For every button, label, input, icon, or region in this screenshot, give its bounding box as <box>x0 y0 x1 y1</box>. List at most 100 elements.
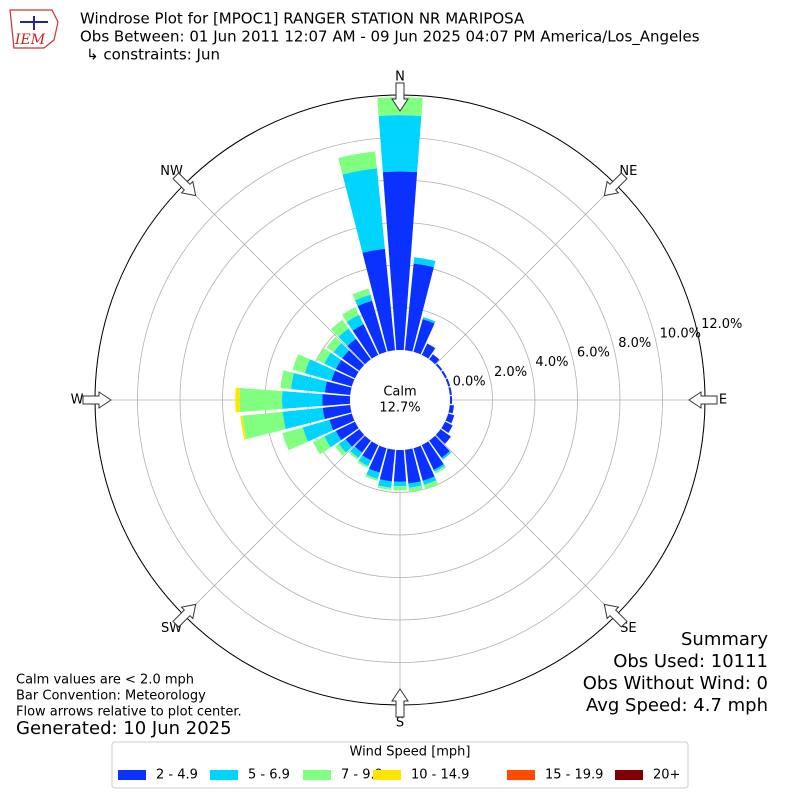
summary-line: Summary <box>681 629 768 650</box>
bar-segment <box>448 387 452 396</box>
bar-segment <box>324 352 342 370</box>
bar-segment <box>329 413 355 431</box>
bar-segment <box>282 407 325 430</box>
legend-label: 15 - 19.9 <box>545 768 603 783</box>
chart-title: Windrose Plot for [MPOC1] RANGER STATION… <box>80 10 525 28</box>
bar-segment <box>347 338 371 365</box>
r-tick-label: 8.0% <box>618 336 651 351</box>
bar-segment <box>429 435 450 458</box>
bar-segment <box>316 347 331 364</box>
bar-segment <box>365 474 378 481</box>
constraints: ↳ constraints: Jun <box>86 46 220 64</box>
bar-segment <box>354 435 371 453</box>
bar-segment <box>393 481 407 487</box>
logo: IEM <box>9 9 59 49</box>
bar-segment <box>240 415 247 440</box>
bar-segment <box>368 445 387 473</box>
bar-segment <box>393 449 407 482</box>
bar-segment <box>338 439 353 453</box>
bar-segment <box>429 354 440 365</box>
bar-segment <box>282 391 323 409</box>
bar-segment <box>335 444 346 456</box>
bar-segment <box>342 350 365 371</box>
bar-segment <box>393 485 407 491</box>
bar-segment <box>435 363 443 371</box>
legend-box <box>111 741 689 789</box>
bar-segment <box>341 307 359 322</box>
bar-segment <box>434 465 447 474</box>
bar-segment <box>304 359 336 381</box>
bar-segment <box>448 404 454 414</box>
bar-segment <box>422 317 436 324</box>
flow-arrow <box>172 603 197 628</box>
generated: Generated: 10 Jun 2025 <box>16 718 232 739</box>
bar-segment <box>338 151 377 175</box>
bar-segment <box>421 343 436 359</box>
legend-swatch <box>615 770 643 780</box>
bar-segment <box>352 324 379 359</box>
bar-segment <box>326 336 342 353</box>
bar-segment <box>413 257 436 268</box>
flow-arrow <box>172 172 197 197</box>
calm-value: 12.7% <box>379 401 420 416</box>
calm-circle <box>350 350 450 450</box>
calm-label: Calm <box>383 385 416 400</box>
bar-segment <box>362 248 396 352</box>
legend-swatch <box>303 770 331 780</box>
bar-segment <box>378 115 422 173</box>
compass-label: E <box>719 393 727 408</box>
bar-segment <box>378 479 392 488</box>
legend-swatch <box>373 770 401 780</box>
r-tick-label: 4.0% <box>535 355 568 370</box>
bar-segment <box>333 342 350 359</box>
bar-segment <box>235 387 240 413</box>
bar-segment <box>413 445 435 481</box>
bar-segment <box>382 171 418 351</box>
bar-segment <box>357 300 387 355</box>
bar-segment <box>404 263 434 352</box>
bar-segment <box>352 288 371 301</box>
compass-label: N <box>395 70 405 85</box>
bar-segment <box>330 319 349 337</box>
legend-label: 7 - 9.9 <box>341 768 383 783</box>
summary-line: Obs Used: 10111 <box>613 651 768 672</box>
bar-segment <box>354 294 373 307</box>
bar-segment <box>377 485 392 490</box>
legend-title: Wind Speed [mph] <box>350 745 471 760</box>
bar-segment <box>335 359 359 379</box>
bar-segment <box>312 436 331 455</box>
flow-arrow <box>391 82 409 112</box>
bar-segment <box>423 480 439 490</box>
bar-segment <box>441 370 447 379</box>
r-tick-label: 12.0% <box>701 317 742 332</box>
bar-segment <box>348 450 359 460</box>
bar-segment <box>441 450 452 460</box>
bar-segment <box>413 319 435 355</box>
bar-segment <box>358 455 371 467</box>
bar-segment <box>441 421 453 433</box>
bar-segment <box>408 485 423 493</box>
bar-segment <box>404 448 421 484</box>
r-tick-label: 0.0% <box>453 374 486 389</box>
bar-segment <box>242 411 286 440</box>
bar-segment <box>362 441 379 461</box>
bar-segment <box>291 372 327 393</box>
bar-segment <box>322 394 351 406</box>
bar-segment <box>445 378 451 387</box>
bar-segment <box>280 370 294 390</box>
bar-segment <box>302 419 334 442</box>
logo-text: IEM <box>14 32 46 48</box>
bar-segment <box>338 328 356 346</box>
note: Bar Convention: Meteorology <box>16 689 206 704</box>
note: Flow arrows relative to plot center. <box>16 705 242 720</box>
legend-swatch <box>118 770 146 780</box>
legend-label: 20+ <box>653 768 680 783</box>
compass-label: W <box>71 393 84 408</box>
bar-segment <box>350 446 363 458</box>
bar-segment <box>449 396 453 404</box>
bar-segment <box>422 476 437 485</box>
bar-segment <box>421 441 444 470</box>
bar-segment <box>282 427 308 451</box>
flow-arrow <box>603 172 628 197</box>
